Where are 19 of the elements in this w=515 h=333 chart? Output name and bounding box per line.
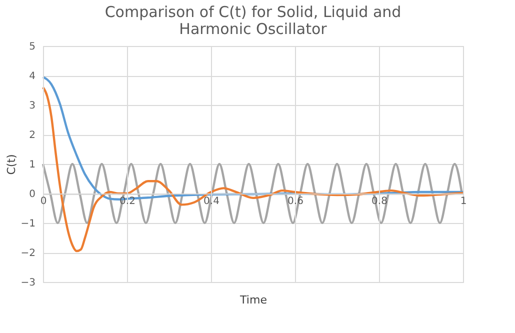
y-tick-label: 2: [29, 130, 36, 141]
y-axis-title: C(t): [4, 154, 18, 175]
y-tick-label: 3: [29, 100, 36, 112]
y-tick-label: 1: [29, 160, 36, 170]
line-series: [42, 86, 464, 252]
y-tick-label: −1: [20, 218, 36, 230]
chart-title: Comparison of C(t) for Solid, Liquid and Harmonic Oscillator: [104, 3, 402, 38]
y-tick-label: 0: [29, 189, 36, 200]
y-tick-label: −2: [20, 248, 36, 259]
x-tick-label: 1: [460, 196, 467, 207]
y-tick-label: 4: [29, 71, 36, 82]
x-tick-label: 0: [40, 196, 47, 207]
y-tick-label: 5: [29, 42, 36, 52]
x-tick-label: 0.6: [288, 196, 304, 207]
x-tick-label: 0.2: [120, 196, 136, 207]
y-tick-label: −3: [20, 278, 36, 288]
x-tick-label: 0.8: [372, 196, 388, 207]
x-tick-label: 0.4: [204, 196, 220, 207]
x-axis-title: Time: [239, 294, 268, 306]
